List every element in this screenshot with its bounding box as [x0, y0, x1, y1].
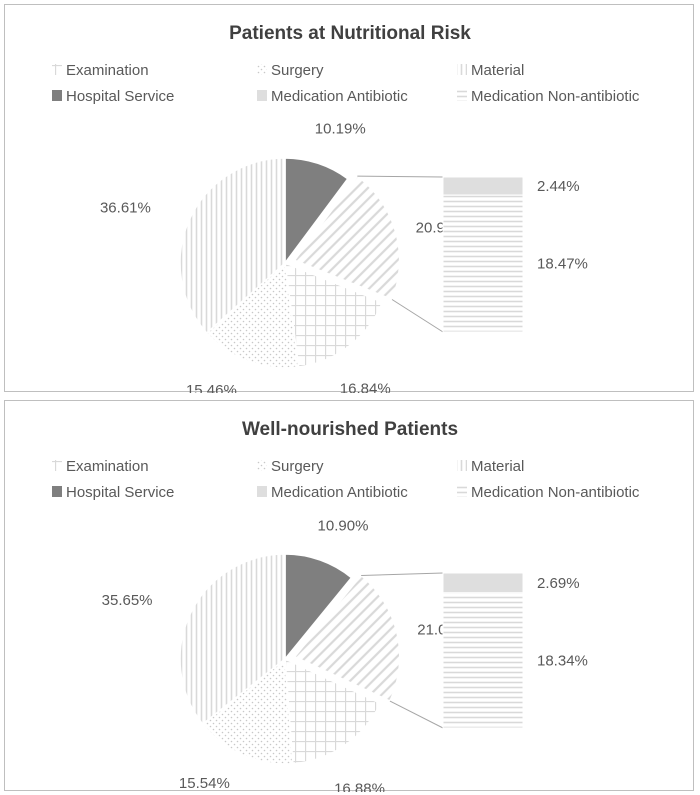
- legend-label: Medication Antibiotic: [271, 484, 408, 501]
- legend-label: Surgery: [271, 458, 324, 475]
- legend-swatch: [257, 486, 267, 497]
- legend-item-material: Material: [457, 458, 524, 475]
- chart-title: Patients at Nutritional Risk: [229, 23, 471, 44]
- legend-label: Examination: [66, 62, 149, 79]
- legend-swatch: [52, 90, 62, 101]
- legend-label: Hospital Service: [66, 484, 174, 501]
- legend-label: Material: [471, 458, 524, 475]
- chart-panel-well-nourished: Well-nourished Patients Examination Surger…: [4, 400, 694, 792]
- data-label-material: 36.61%: [100, 200, 151, 217]
- data-label-medication-antibiotic: 2.44%: [537, 178, 580, 195]
- pie-slice-material: [179, 157, 286, 335]
- legend-label: Material: [471, 62, 524, 79]
- legend-swatch: [257, 460, 267, 471]
- pie-slice-surgery: [205, 261, 300, 369]
- legend-item-hospital-service: Hospital Service: [52, 88, 174, 105]
- data-label-hospital-service: 10.90%: [318, 518, 369, 535]
- legend-item-surgery: Surgery: [257, 62, 324, 79]
- chart-nutritional-risk: Patients at Nutritional Risk Examination S…: [52, 23, 640, 393]
- pie-slice-surgery: [201, 657, 294, 765]
- legend-swatch: [52, 64, 62, 75]
- connector-line-bottom: [391, 299, 444, 333]
- pie-slice-medication: [293, 175, 401, 301]
- data-label-medication-non-antibiotic: 18.47%: [537, 256, 588, 273]
- legend-item-medication-non-antibiotic: Medication Non-antibiotic: [457, 88, 640, 105]
- data-label-hospital-service: 10.19%: [315, 121, 366, 138]
- legend-swatch: [52, 460, 62, 471]
- pie-slice-material: [179, 553, 286, 726]
- pie-slice-examination: [284, 261, 384, 368]
- legend-label: Medication Non-antibiotic: [471, 484, 640, 501]
- legend-label: Examination: [66, 458, 149, 475]
- legend-swatch: [457, 486, 467, 497]
- legend-item-examination: Examination: [52, 62, 149, 79]
- legend-label: Medication Antibiotic: [271, 88, 408, 105]
- bar-segment-medication-antibiotic: [442, 176, 524, 196]
- legend-item-examination: Examination: [52, 458, 149, 475]
- legend-swatch: [457, 64, 467, 75]
- chart-panel-nutritional-risk: Patients at Nutritional Risk Examination S…: [4, 4, 694, 393]
- data-label-medication-non-antibiotic: 18.34%: [537, 652, 588, 669]
- legend-item-surgery: Surgery: [257, 458, 324, 475]
- chart-well-nourished: Well-nourished Patients Examination Surger…: [52, 419, 640, 792]
- legend-label: Surgery: [271, 62, 324, 79]
- legend-swatch: [257, 64, 267, 75]
- connector-line-top: [357, 175, 444, 178]
- pie-slice-examination: [284, 657, 382, 765]
- legend-swatch: [257, 90, 267, 101]
- connector-line-bottom: [389, 700, 444, 729]
- legend-item-hospital-service: Hospital Service: [52, 484, 174, 501]
- data-label-material: 35.65%: [102, 592, 153, 609]
- legend-item-medication-antibiotic: Medication Antibiotic: [257, 484, 408, 501]
- data-label-examination: 16.88%: [334, 781, 385, 792]
- pie-slice-medication: [293, 574, 401, 703]
- legend-label: Hospital Service: [66, 88, 174, 105]
- data-label-medication-antibiotic: 2.69%: [537, 575, 580, 592]
- pie-slice-hospital-service: [284, 553, 353, 662]
- legend-label: Medication Non-antibiotic: [471, 88, 640, 105]
- data-label-surgery: 15.54%: [179, 775, 230, 792]
- legend-item-medication-non-antibiotic: Medication Non-antibiotic: [457, 484, 640, 501]
- legend-swatch: [52, 486, 62, 497]
- legend-item-material: Material: [457, 62, 524, 79]
- bar-segment-medication-non-antibiotic: [442, 194, 524, 333]
- legend-swatch: [457, 460, 467, 471]
- bar-segment-medication-non-antibiotic: [442, 592, 524, 729]
- connector-line-top: [361, 572, 444, 576]
- bar-segment-medication-antibiotic: [442, 572, 524, 594]
- data-label-surgery: 15.46%: [186, 382, 237, 393]
- legend-item-medication-antibiotic: Medication Antibiotic: [257, 88, 408, 105]
- data-label-examination: 16.84%: [340, 381, 391, 393]
- legend-swatch: [457, 90, 467, 101]
- chart-title: Well-nourished Patients: [242, 419, 458, 440]
